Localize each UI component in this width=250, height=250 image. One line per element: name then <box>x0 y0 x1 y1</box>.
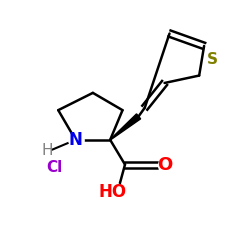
Text: S: S <box>207 52 218 67</box>
Polygon shape <box>110 114 141 140</box>
Text: Cl: Cl <box>46 160 63 174</box>
Text: H: H <box>42 144 53 158</box>
Text: N: N <box>68 131 82 149</box>
Text: O: O <box>157 156 172 174</box>
Text: HO: HO <box>98 183 127 201</box>
